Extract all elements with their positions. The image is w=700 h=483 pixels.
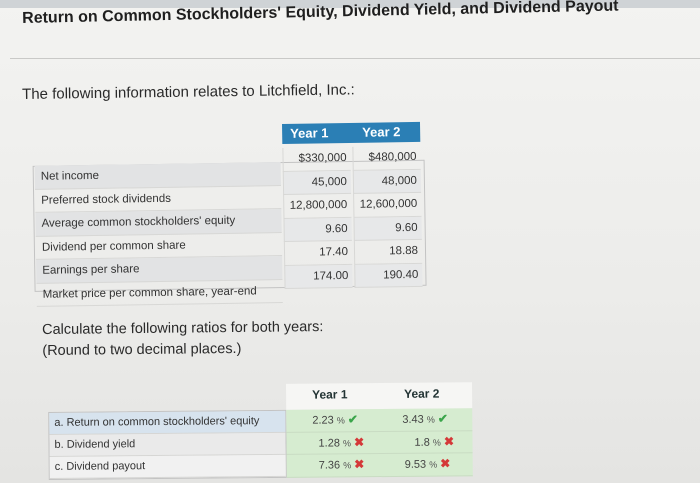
- answer-label-dividend-payout: c. Dividend payout: [49, 454, 286, 479]
- answer-input-payout-year2[interactable]: 9.53 % ✖: [405, 453, 451, 474]
- instructions: Calculate the following ratios for both …: [42, 317, 324, 362]
- title-divider: [10, 58, 700, 59]
- instruction-line: Calculate the following ratios for both …: [42, 319, 324, 338]
- percent-sign: %: [426, 414, 435, 425]
- answer-cells: 2.23 % ✔ 3.43 % ✔ 1.28 % ✖ 1.8 %: [286, 408, 473, 478]
- info-value: 9.60: [353, 216, 422, 241]
- info-value: 190.40: [354, 263, 423, 288]
- info-header-year2: Year 2: [362, 124, 401, 140]
- answer-input-roe-year2[interactable]: 3.43 % ✔: [402, 408, 448, 429]
- answer-value: 2.23: [312, 414, 334, 427]
- info-value: 12,600,000: [353, 192, 422, 218]
- percent-sign: %: [343, 460, 352, 471]
- info-value: 17.40: [283, 240, 353, 266]
- cross-icon: ✖: [354, 457, 365, 472]
- cross-icon: ✖: [443, 433, 455, 449]
- answer-row-dividend-payout: 7.36 % ✖ 9.53 % ✖: [286, 453, 473, 478]
- answer-label-roe: a. Return on common stockholders' equity: [49, 410, 286, 435]
- info-table-header: Year 1 Year 2: [282, 121, 421, 145]
- percent-sign: %: [429, 459, 438, 470]
- browser-top-bar: [0, 0, 700, 8]
- info-col-year1: $330,000 45,000 12,800,000 9.60 17.40 17…: [282, 146, 353, 289]
- answer-row-roe: 2.23 % ✔ 3.43 % ✔: [286, 408, 473, 433]
- answer-value: 1.28: [318, 436, 340, 450]
- answer-table-header: Year 1 Year 2: [285, 382, 473, 410]
- intro-text: The following information relates to Lit…: [22, 81, 355, 103]
- cross-icon: ✖: [354, 434, 365, 449]
- percent-sign: %: [342, 437, 352, 448]
- info-table-labels: Net income Preferred stock dividends Ave…: [34, 162, 283, 307]
- answer-header-year1: Year 1: [312, 387, 348, 402]
- answer-table-labels: a. Return on common stockholders' equity…: [48, 409, 287, 480]
- answer-input-yield-year1[interactable]: 1.28 % ✖: [318, 432, 364, 453]
- answer-input-roe-year1[interactable]: 2.23 % ✔: [312, 409, 358, 430]
- answer-value: 3.43: [402, 413, 424, 426]
- answer-value: 7.36: [318, 459, 341, 472]
- info-value: $330,000: [282, 146, 351, 172]
- check-icon: ✔: [347, 412, 358, 427]
- answer-value: 9.53: [404, 458, 427, 471]
- answer-label-dividend-yield: b. Dividend yield: [49, 432, 286, 457]
- answer-input-payout-year1[interactable]: 7.36 % ✖: [319, 454, 365, 475]
- answer-row-dividend-yield: 1.28 % ✖ 1.8 % ✖: [286, 430, 473, 455]
- info-col-year2: $480,000 48,000 12,600,000 9.60 18.88 19…: [352, 145, 423, 288]
- info-value: 9.60: [283, 217, 352, 242]
- percent-sign: %: [432, 437, 441, 448]
- info-value: 12,800,000: [283, 193, 352, 219]
- answer-value: 1.8: [414, 436, 430, 449]
- info-value: 174.00: [284, 264, 353, 289]
- answer-header-year2: Year 2: [404, 386, 440, 401]
- check-icon: ✔: [437, 411, 448, 426]
- percent-sign: %: [336, 415, 345, 426]
- answer-input-yield-year2[interactable]: 1.8 % ✖: [414, 431, 454, 452]
- info-header-year1: Year 1: [290, 125, 329, 141]
- info-value: $480,000: [352, 145, 421, 171]
- info-value: 48,000: [352, 169, 422, 194]
- info-value: 45,000: [282, 170, 352, 196]
- info-value: 18.88: [353, 239, 423, 265]
- cross-icon: ✖: [440, 456, 451, 471]
- info-label-market-price: Market price per common share, year-end: [36, 279, 283, 307]
- instruction-line: (Round to two decimal places.): [42, 340, 242, 359]
